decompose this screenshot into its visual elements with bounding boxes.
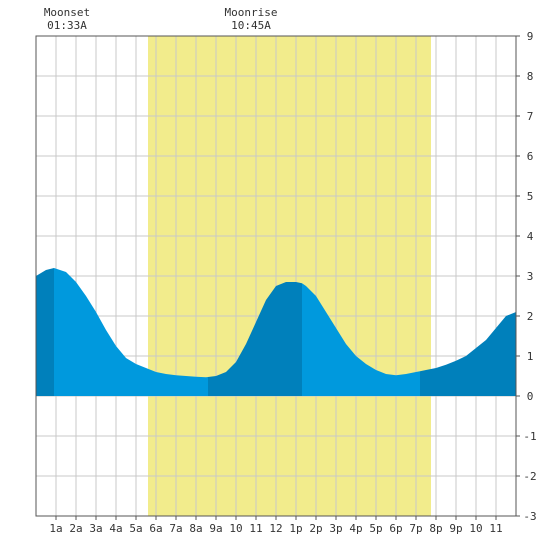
x-tick-label: 10 [469, 522, 482, 535]
y-tick-label: -3 [523, 510, 536, 523]
x-tick-label: 8p [429, 522, 442, 535]
tide-area-light [302, 283, 420, 396]
x-tick-label: 8a [189, 522, 202, 535]
y-tick-label: -2 [523, 470, 536, 483]
x-tick-label: 5p [369, 522, 382, 535]
x-tick-label: 1p [289, 522, 302, 535]
grid-layer [36, 36, 516, 516]
x-tick-label: 2p [309, 522, 322, 535]
tide-area-dark [208, 282, 302, 396]
y-tick-label: 0 [527, 390, 534, 403]
y-tick-label: 6 [527, 150, 534, 163]
tide-area-layer [36, 268, 516, 396]
x-tick-label: 6a [149, 522, 162, 535]
moonset-label: Moonset [44, 6, 90, 19]
moonset-time: 01:33A [47, 19, 87, 32]
x-tick-label: 11 [489, 522, 502, 535]
x-tick-label: 2a [69, 522, 82, 535]
y-tick-label: -1 [523, 430, 536, 443]
tide-area-light [54, 268, 208, 396]
y-tick-label: 4 [527, 230, 534, 243]
x-tick-label: 6p [389, 522, 402, 535]
tide-area-dark [420, 312, 516, 396]
x-tick-label: 9a [209, 522, 222, 535]
x-tick-label: 5a [129, 522, 142, 535]
x-tick-label: 11 [249, 522, 262, 535]
tide-area-dark [36, 268, 54, 396]
y-tick-label: 3 [527, 270, 534, 283]
y-tick-label: 1 [527, 350, 534, 363]
y-tick-label: 9 [527, 30, 534, 43]
x-tick-label: 12 [269, 522, 282, 535]
y-tick-label: 2 [527, 310, 534, 323]
x-tick-label: 7p [409, 522, 422, 535]
moonrise-time: 10:45A [231, 19, 271, 32]
x-tick-label: 9p [449, 522, 462, 535]
x-tick-label: 4p [349, 522, 362, 535]
y-tick-label: 8 [527, 70, 534, 83]
x-tick-label: 3p [329, 522, 342, 535]
moonrise-label: Moonrise [225, 6, 278, 19]
x-tick-label: 3a [89, 522, 102, 535]
y-tick-label: 5 [527, 190, 534, 203]
x-tick-label: 7a [169, 522, 182, 535]
x-tick-label: 10 [229, 522, 242, 535]
y-tick-label: 7 [527, 110, 534, 123]
x-tick-label: 4a [109, 522, 122, 535]
x-tick-label: 1a [49, 522, 62, 535]
